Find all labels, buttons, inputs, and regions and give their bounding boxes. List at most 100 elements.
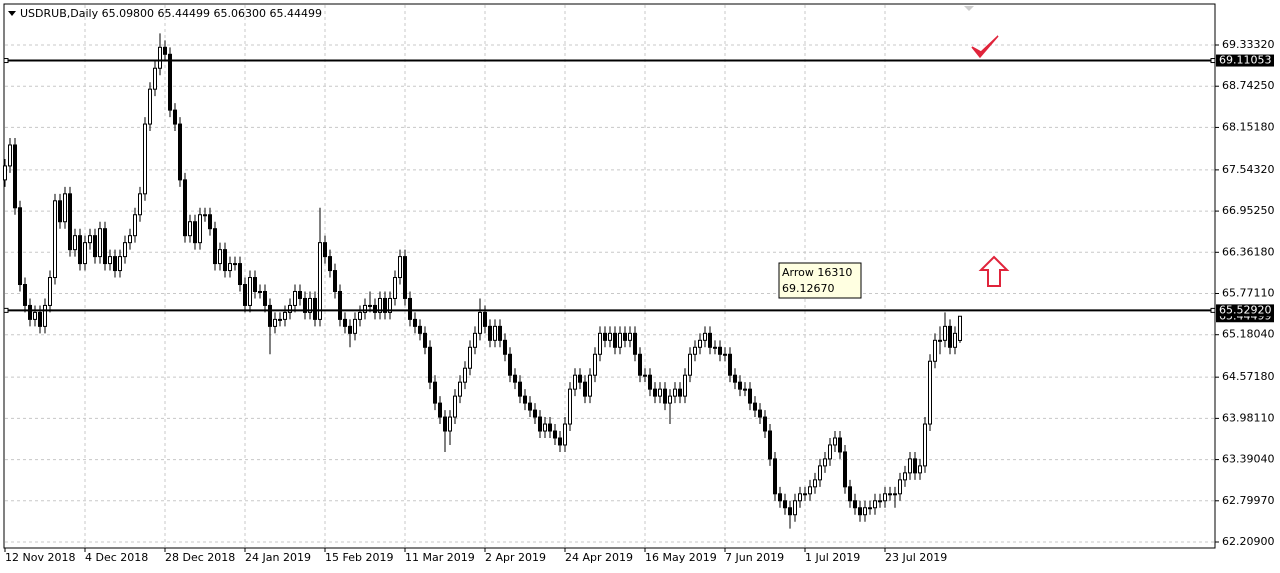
candle-body	[528, 402, 532, 411]
candle-body	[568, 388, 572, 425]
candle-body	[548, 423, 552, 432]
line-label: 65.52920	[1219, 303, 1272, 316]
candle-body	[573, 374, 577, 390]
candle-body	[438, 402, 442, 418]
candle-body	[363, 304, 367, 313]
candle-body	[803, 493, 807, 496]
candle-body	[468, 346, 472, 369]
candle-body	[33, 311, 37, 320]
chart-title: USDRUB,Daily 65.09800 65.44499 65.06300 …	[20, 7, 322, 20]
x-tick-label: 23 Jul 2019	[885, 551, 947, 564]
candle-body	[653, 388, 657, 397]
candle-body	[493, 325, 497, 341]
candle-body	[43, 304, 47, 327]
candle-body	[183, 179, 187, 237]
candle-body	[383, 297, 387, 313]
candle-body	[583, 381, 587, 397]
candle-body	[103, 228, 107, 265]
candle-body	[233, 263, 237, 266]
line-label-bg	[1216, 54, 1274, 67]
candle-body	[188, 221, 192, 237]
candle-body	[563, 423, 567, 446]
candle-body	[93, 235, 97, 258]
candle-body	[508, 353, 512, 376]
candle-body	[673, 388, 677, 397]
candle-body	[903, 472, 907, 481]
x-tick-label: 24 Apr 2019	[565, 551, 633, 564]
candle-body	[773, 458, 777, 495]
candle-body	[758, 409, 762, 418]
candle-body	[933, 339, 937, 362]
candle-body	[543, 423, 547, 432]
candle-body	[703, 332, 707, 341]
candle-body	[553, 430, 557, 439]
candle-body	[68, 193, 72, 251]
x-tick-label: 11 Mar 2019	[405, 551, 475, 564]
candle-body	[168, 53, 172, 111]
candle-body	[613, 332, 617, 348]
candle-body	[8, 144, 12, 167]
candle-body	[88, 235, 92, 244]
y-tick-label: 63.98110	[1222, 411, 1275, 424]
candle-body	[708, 332, 712, 348]
candle-body	[83, 242, 87, 265]
candle-body	[298, 290, 302, 299]
candle-body	[843, 451, 847, 488]
candle-body	[238, 263, 242, 286]
candle-body	[398, 256, 402, 279]
y-tick-label: 65.18040	[1222, 328, 1275, 341]
candle-body	[388, 297, 392, 313]
candle-body	[173, 109, 177, 125]
candle-body	[873, 500, 877, 509]
candle-body	[98, 228, 102, 258]
candle-body	[53, 200, 57, 279]
line-label-bg	[1216, 304, 1274, 317]
candle-body	[343, 318, 347, 327]
candle-body	[678, 388, 682, 397]
candle-body	[223, 249, 227, 272]
line-handle	[1210, 58, 1216, 64]
candle-body	[3, 165, 7, 181]
candle-body	[428, 346, 432, 383]
candle-body	[753, 402, 757, 411]
candle-body	[488, 325, 492, 341]
candle-body	[328, 256, 332, 272]
candle-body	[578, 374, 582, 383]
candle-body	[123, 242, 127, 258]
x-tick-label: 12 Nov 2018	[5, 551, 75, 564]
candle-body	[38, 311, 42, 327]
candle-body	[208, 214, 212, 230]
candle-body	[453, 395, 457, 418]
candle-body	[588, 374, 592, 397]
candle-body	[848, 486, 852, 502]
candle-body	[523, 395, 527, 404]
line-handle	[1210, 307, 1216, 313]
candle-body	[58, 200, 62, 223]
candle-body	[953, 332, 957, 348]
candle-body	[913, 458, 917, 474]
candle-body	[633, 332, 637, 355]
candle-body	[853, 500, 857, 509]
y-tick-label: 68.74250	[1222, 79, 1275, 92]
candle-body	[918, 465, 922, 474]
candle-body	[63, 193, 67, 223]
candle-body	[788, 507, 792, 516]
candle-body	[733, 374, 737, 383]
candle-body	[668, 395, 672, 404]
candle-body	[638, 353, 642, 376]
candle-body	[313, 297, 317, 320]
candle-body	[643, 374, 647, 377]
candle-body	[813, 479, 817, 488]
candle-body	[278, 318, 282, 321]
candle-body	[663, 388, 667, 404]
candle-body	[698, 339, 702, 348]
candle-body	[433, 381, 437, 404]
candle-body	[928, 360, 932, 425]
symbol-menu-arrow[interactable]	[8, 11, 16, 16]
candle-body	[798, 493, 802, 502]
x-tick-label: 24 Jan 2019	[245, 551, 311, 564]
candle-body	[533, 409, 537, 418]
up-arrow-icon	[978, 255, 1010, 287]
candle-body	[713, 346, 717, 349]
candle-body	[143, 123, 147, 195]
